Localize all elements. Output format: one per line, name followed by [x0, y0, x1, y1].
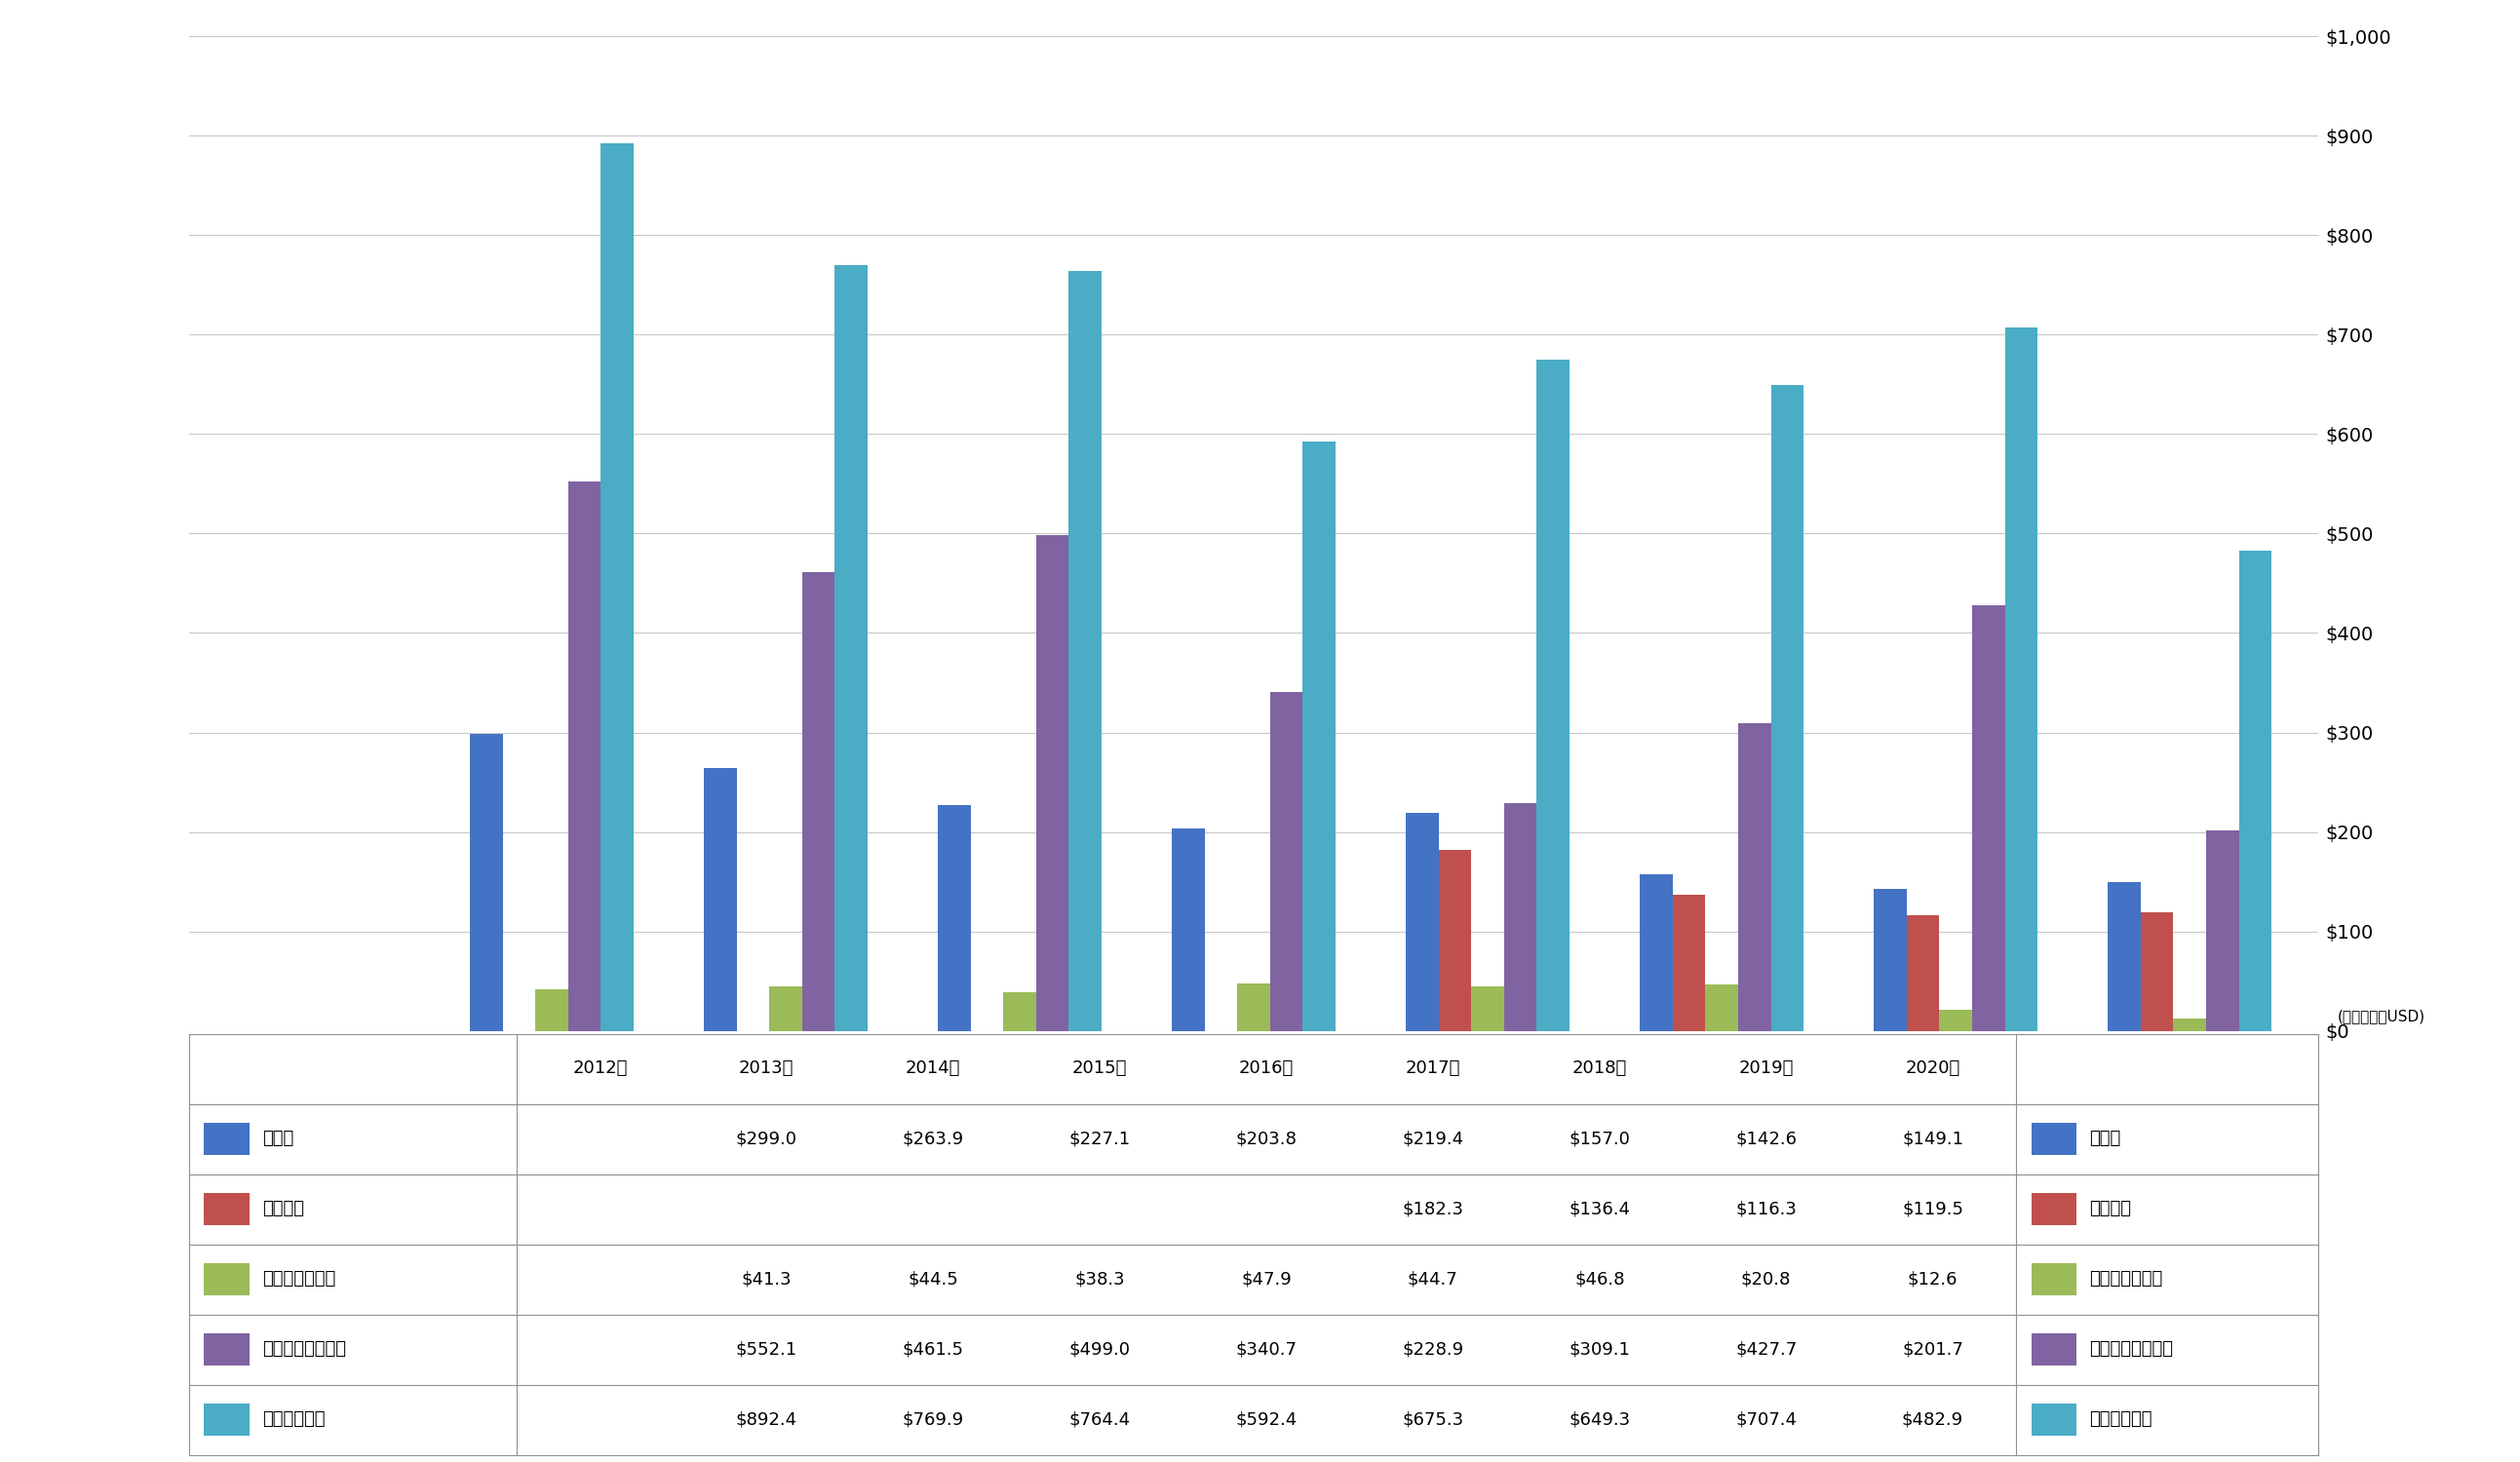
Bar	[1504, 803, 1537, 1031]
Bar	[1439, 849, 1472, 1031]
Bar	[1068, 270, 1101, 1031]
Text: 繰延収益: 繰延収益	[262, 1200, 305, 1218]
Bar	[2205, 830, 2238, 1031]
Text: $309.1: $309.1	[1570, 1341, 1630, 1358]
Bar	[1641, 874, 1673, 1031]
Bar	[1172, 827, 1205, 1031]
Text: 短期有利子負債: 短期有利子負債	[2089, 1270, 2162, 1288]
Text: 流動負債合計: 流動負債合計	[262, 1411, 325, 1428]
Text: 短期有利子負債: 短期有利子負債	[262, 1270, 335, 1288]
Text: $764.4: $764.4	[1068, 1411, 1131, 1428]
Text: $769.9: $769.9	[902, 1411, 963, 1428]
Text: $182.3: $182.3	[1401, 1200, 1464, 1218]
Bar	[567, 482, 600, 1031]
Bar	[2238, 551, 2271, 1031]
Bar	[703, 769, 736, 1031]
Text: 2020年: 2020年	[1905, 1060, 1961, 1077]
Text: $44.7: $44.7	[1409, 1270, 1459, 1288]
Text: $427.7: $427.7	[1736, 1341, 1797, 1358]
Text: $707.4: $707.4	[1736, 1411, 1797, 1428]
Bar	[600, 143, 633, 1031]
Text: $552.1: $552.1	[736, 1341, 796, 1358]
Text: 2018年: 2018年	[1572, 1060, 1628, 1077]
Text: $41.3: $41.3	[741, 1270, 791, 1288]
Text: $142.6: $142.6	[1736, 1130, 1797, 1148]
Text: $20.8: $20.8	[1741, 1270, 1792, 1288]
Text: $219.4: $219.4	[1401, 1130, 1464, 1148]
Text: $649.3: $649.3	[1570, 1411, 1630, 1428]
Text: $340.7: $340.7	[1235, 1341, 1298, 1358]
Text: 繰延収益: 繰延収益	[2089, 1200, 2132, 1218]
Text: その他の流動負債: その他の流動負債	[2089, 1341, 2172, 1358]
Bar	[1270, 692, 1303, 1031]
Text: (単位：百万USD): (単位：百万USD)	[2339, 1009, 2424, 1023]
Text: 2017年: 2017年	[1406, 1060, 1462, 1077]
Text: $136.4: $136.4	[1570, 1200, 1630, 1218]
Text: $263.9: $263.9	[902, 1130, 963, 1148]
Text: $201.7: $201.7	[1903, 1341, 1963, 1358]
Bar	[1772, 385, 1804, 1031]
Text: 買掛金: 買掛金	[262, 1130, 292, 1148]
Text: $46.8: $46.8	[1575, 1270, 1625, 1288]
Text: $675.3: $675.3	[1401, 1411, 1464, 1428]
Bar	[534, 990, 567, 1031]
Text: $227.1: $227.1	[1068, 1130, 1131, 1148]
Text: その他の流動負債: その他の流動負債	[262, 1341, 345, 1358]
Text: $38.3: $38.3	[1074, 1270, 1124, 1288]
Text: $499.0: $499.0	[1068, 1341, 1131, 1358]
Text: $592.4: $592.4	[1235, 1411, 1298, 1428]
Bar	[1406, 813, 1439, 1031]
Text: $157.0: $157.0	[1570, 1130, 1630, 1148]
Text: $44.5: $44.5	[907, 1270, 958, 1288]
Text: 2012年: 2012年	[572, 1060, 627, 1077]
Bar	[1673, 895, 1706, 1031]
Text: $119.5: $119.5	[1903, 1200, 1963, 1218]
Text: $12.6: $12.6	[1908, 1270, 1958, 1288]
Bar	[1036, 535, 1068, 1031]
Bar	[2107, 883, 2139, 1031]
Bar	[469, 734, 501, 1031]
Bar	[2006, 327, 2039, 1031]
Text: $149.1: $149.1	[1903, 1130, 1963, 1148]
Bar	[834, 265, 867, 1031]
Bar	[769, 987, 801, 1031]
Text: $47.9: $47.9	[1240, 1270, 1293, 1288]
Bar	[1739, 724, 1772, 1031]
Text: 2015年: 2015年	[1071, 1060, 1126, 1077]
Text: $299.0: $299.0	[736, 1130, 796, 1148]
Bar	[801, 572, 834, 1031]
Bar	[2172, 1018, 2205, 1031]
Text: $203.8: $203.8	[1235, 1130, 1298, 1148]
Text: 買掛金: 買掛金	[2089, 1130, 2119, 1148]
Text: 2019年: 2019年	[1739, 1060, 1794, 1077]
Bar	[1908, 915, 1940, 1031]
Bar	[1472, 987, 1504, 1031]
Text: $461.5: $461.5	[902, 1341, 963, 1358]
Bar	[1875, 889, 1908, 1031]
Text: 2013年: 2013年	[738, 1060, 794, 1077]
Text: 2014年: 2014年	[905, 1060, 960, 1077]
Bar	[1003, 993, 1036, 1031]
Text: $228.9: $228.9	[1401, 1341, 1464, 1358]
Text: $892.4: $892.4	[736, 1411, 796, 1428]
Text: 2016年: 2016年	[1240, 1060, 1293, 1077]
Bar	[1303, 442, 1336, 1031]
Text: $116.3: $116.3	[1736, 1200, 1797, 1218]
Text: 流動負債合計: 流動負債合計	[2089, 1411, 2152, 1428]
Bar	[1940, 1010, 1973, 1031]
Bar	[1537, 360, 1570, 1031]
Bar	[1973, 605, 2006, 1031]
Bar	[1706, 984, 1739, 1031]
Text: $482.9: $482.9	[1903, 1411, 1963, 1428]
Bar	[2139, 912, 2172, 1031]
Bar	[937, 806, 970, 1031]
Bar	[1237, 982, 1270, 1031]
